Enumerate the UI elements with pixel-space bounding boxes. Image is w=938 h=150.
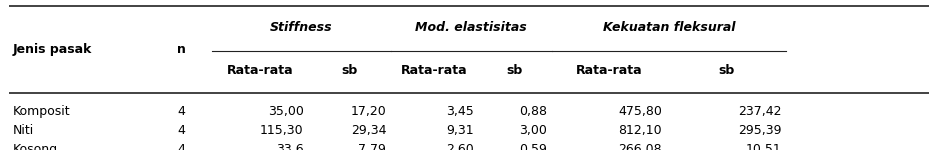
Text: sb: sb xyxy=(341,64,357,77)
Text: n: n xyxy=(177,43,186,56)
Text: 115,30: 115,30 xyxy=(260,124,304,137)
Text: 237,42: 237,42 xyxy=(738,105,781,118)
Text: 4: 4 xyxy=(178,143,186,150)
Text: 266,08: 266,08 xyxy=(618,143,662,150)
Text: Kosong: Kosong xyxy=(13,143,58,150)
Text: 7,79: 7,79 xyxy=(358,143,386,150)
Text: 4: 4 xyxy=(178,124,186,137)
Text: 10,51: 10,51 xyxy=(746,143,781,150)
Text: Stiffness: Stiffness xyxy=(270,21,333,34)
Text: Rata-rata: Rata-rata xyxy=(227,64,294,77)
Text: 4: 4 xyxy=(178,105,186,118)
Text: Komposit: Komposit xyxy=(13,105,70,118)
Text: sb: sb xyxy=(507,64,523,77)
Text: sb: sb xyxy=(719,64,734,77)
Text: 29,34: 29,34 xyxy=(351,124,386,137)
Text: 9,31: 9,31 xyxy=(446,124,474,137)
Text: 0,88: 0,88 xyxy=(519,105,547,118)
Text: Niti: Niti xyxy=(13,124,35,137)
Text: 3,45: 3,45 xyxy=(446,105,474,118)
Text: 2,60: 2,60 xyxy=(446,143,474,150)
Text: 35,00: 35,00 xyxy=(267,105,304,118)
Text: Kekuatan fleksural: Kekuatan fleksural xyxy=(603,21,735,34)
Text: Rata-rata: Rata-rata xyxy=(401,64,468,77)
Text: Mod. elastisitas: Mod. elastisitas xyxy=(416,21,527,34)
Text: 0,59: 0,59 xyxy=(520,143,547,150)
Text: Rata-rata: Rata-rata xyxy=(576,64,643,77)
Text: 295,39: 295,39 xyxy=(738,124,781,137)
Text: 812,10: 812,10 xyxy=(618,124,662,137)
Text: 17,20: 17,20 xyxy=(351,105,386,118)
Text: 475,80: 475,80 xyxy=(618,105,662,118)
Text: 3,00: 3,00 xyxy=(520,124,547,137)
Text: Jenis pasak: Jenis pasak xyxy=(13,43,93,56)
Text: 33,6: 33,6 xyxy=(276,143,304,150)
